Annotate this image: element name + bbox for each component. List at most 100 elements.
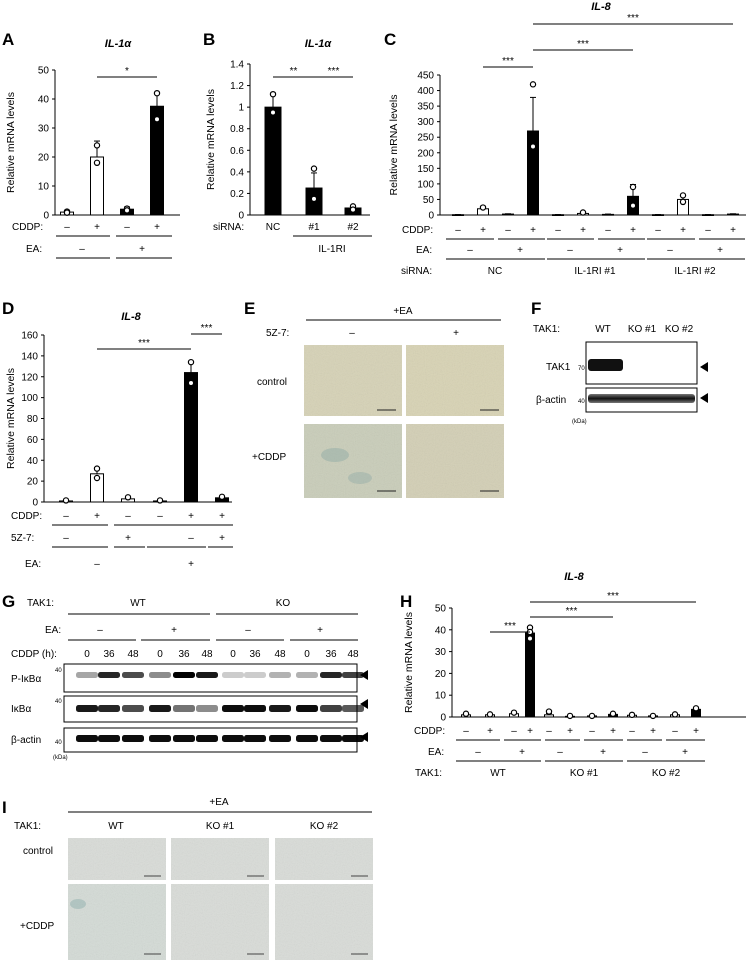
- f-kda: (kDa): [572, 419, 587, 425]
- g-mw-1: 40: [55, 668, 62, 674]
- g-kda: (kDa): [53, 755, 68, 761]
- condition-label: CDDP:: [11, 511, 42, 522]
- condition-sign: –: [546, 726, 552, 737]
- y-tick-label: 100: [417, 179, 434, 190]
- bar: [525, 632, 535, 718]
- panel-label-i: I: [2, 798, 7, 817]
- y-tick-label: 50: [423, 195, 435, 206]
- micrograph-i: [275, 838, 373, 880]
- condition-sign: NC: [266, 222, 280, 233]
- band-ikba: [222, 705, 244, 712]
- bar: [702, 214, 714, 216]
- band-pikba: [98, 672, 120, 678]
- data-point: [93, 142, 101, 149]
- condition-sign: –: [589, 726, 595, 737]
- significance-label: *: [125, 66, 129, 77]
- g-mw-2: 40: [55, 699, 62, 705]
- data-point: [310, 195, 318, 203]
- panel-i: +EA TAK1: WT KO #1 KO #2 control +CDDP: [14, 797, 373, 960]
- bar: [652, 214, 664, 216]
- f-lane-ko2: KO #2: [665, 324, 694, 335]
- g-time: 0: [230, 649, 236, 660]
- condition-sign: +: [630, 225, 636, 236]
- condition-sign: +: [94, 222, 100, 233]
- g-group-ko: KO: [276, 598, 291, 609]
- f-arrow-actin: [700, 393, 708, 403]
- condition-sign: –: [557, 747, 563, 758]
- bar: [502, 213, 514, 216]
- condition-sign: IL-1RI #1: [574, 266, 616, 277]
- micrograph-e-cddp-plus: [406, 424, 504, 498]
- panel-g: TAK1: WT KO EA: – + – + CDDP (h): 0 36 48 0…: [11, 598, 368, 761]
- significance-label: ***: [502, 56, 514, 67]
- data-point: [218, 493, 226, 500]
- condition-sign: +: [610, 726, 616, 737]
- condition-sign: +: [517, 245, 523, 256]
- significance-label: ***: [504, 621, 516, 632]
- condition-sign: +: [617, 245, 623, 256]
- band-actin: [269, 735, 291, 742]
- data-point: [187, 379, 195, 387]
- y-axis-label: Relative mRNA levels: [205, 89, 217, 190]
- condition-label: CDDP:: [402, 225, 433, 236]
- g-ea-1: –: [97, 625, 103, 636]
- g-time: 48: [347, 649, 359, 660]
- band-actin: [196, 735, 218, 742]
- condition-sign: +: [530, 225, 536, 236]
- band-ikba: [173, 705, 195, 712]
- chart-title: IL-8: [121, 311, 141, 323]
- chart-a: IL-1α Relative mRNA levels 0 10 20 30 40 50 *: [5, 38, 180, 222]
- condition-sign: –: [629, 726, 635, 737]
- data-point: [479, 204, 487, 211]
- y-tick-label: 140: [21, 351, 38, 362]
- f-band-tak1: TAK1: [546, 362, 571, 373]
- data-point: [124, 494, 132, 501]
- condition-sign: IL-1RI #2: [674, 266, 716, 277]
- condition-sign: WT: [490, 768, 506, 779]
- chart-b: IL-1α Relative mRNA levels 0 0.2 0.4 0.6 0.8 1 1…: [205, 38, 370, 222]
- data-point: [123, 207, 131, 214]
- condition-sign: +: [519, 747, 525, 758]
- f-mw-70: 70: [578, 366, 585, 372]
- bar: [602, 213, 614, 216]
- data-point: [93, 465, 101, 472]
- band-actin: [342, 735, 364, 742]
- condition-sign: –: [64, 222, 70, 233]
- y-tick-label: 50: [38, 66, 50, 77]
- condition-sign: KO #1: [570, 768, 599, 779]
- condition-sign: –: [642, 747, 648, 758]
- panel-label-b: B: [203, 30, 215, 49]
- panel-label-c: C: [384, 30, 396, 49]
- data-point: [269, 90, 277, 98]
- condition-label: CDDP:: [12, 222, 43, 233]
- data-point: [629, 202, 637, 209]
- band-pikba: [342, 672, 364, 678]
- g-bands: [76, 672, 364, 742]
- micrograph-e-control-minus: [304, 345, 402, 416]
- bar: [90, 156, 104, 216]
- g-mw-3: 40: [55, 740, 62, 746]
- f-lane-wt: WT: [595, 324, 611, 335]
- condition-label: siRNA:: [213, 222, 244, 233]
- condition-label: 5Z-7:: [11, 533, 34, 544]
- band-ikba: [296, 705, 318, 712]
- y-tick-label: 0.2: [230, 189, 244, 200]
- y-axis-label: Relative mRNA levels: [388, 95, 400, 196]
- y-tick-label: 1: [238, 103, 244, 114]
- panel-label-d: D: [2, 299, 14, 318]
- y-axis-label: Relative mRNA levels: [5, 92, 17, 193]
- y-tick-label: 50: [435, 604, 447, 615]
- i-row-control: control: [23, 846, 53, 857]
- y-tick-label: 450: [417, 71, 434, 82]
- g-time: 36: [103, 649, 115, 660]
- data-point: [93, 159, 101, 166]
- data-point: [93, 474, 101, 482]
- condition-sign: +: [580, 225, 586, 236]
- data-point: [462, 710, 470, 717]
- f-arrow-tak1: [700, 362, 708, 372]
- condition-sign: +: [600, 747, 606, 758]
- significance-label: ***: [627, 13, 639, 24]
- y-tick-label: 0: [32, 498, 38, 509]
- g-band-actin: β-actin: [11, 735, 41, 746]
